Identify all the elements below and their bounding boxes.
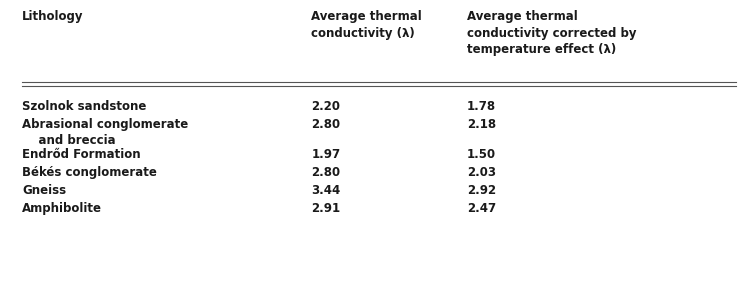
Text: 1.97: 1.97: [311, 148, 340, 161]
Text: 3.44: 3.44: [311, 184, 340, 197]
Text: 2.18: 2.18: [467, 118, 496, 131]
Text: Lithology: Lithology: [22, 10, 84, 23]
Text: 2.47: 2.47: [467, 202, 496, 215]
Text: Gneiss: Gneiss: [22, 184, 67, 197]
Text: Amphibolite: Amphibolite: [22, 202, 102, 215]
Text: 2.80: 2.80: [311, 166, 340, 179]
Text: 2.03: 2.03: [467, 166, 496, 179]
Text: 2.92: 2.92: [467, 184, 496, 197]
Text: 1.78: 1.78: [467, 100, 496, 113]
Text: 2.91: 2.91: [311, 202, 340, 215]
Text: 1.50: 1.50: [467, 148, 496, 161]
Text: Békés conglomerate: Békés conglomerate: [22, 166, 157, 179]
Text: 2.80: 2.80: [311, 118, 340, 131]
Text: 2.20: 2.20: [311, 100, 340, 113]
Text: Szolnok sandstone: Szolnok sandstone: [22, 100, 147, 113]
Text: Endrőd Formation: Endrőd Formation: [22, 148, 141, 161]
Text: Abrasional conglomerate
    and breccia: Abrasional conglomerate and breccia: [22, 118, 188, 147]
Text: Average thermal
conductivity (λ): Average thermal conductivity (λ): [311, 10, 422, 39]
Text: Average thermal
conductivity corrected by
temperature effect (λ): Average thermal conductivity corrected b…: [467, 10, 637, 56]
